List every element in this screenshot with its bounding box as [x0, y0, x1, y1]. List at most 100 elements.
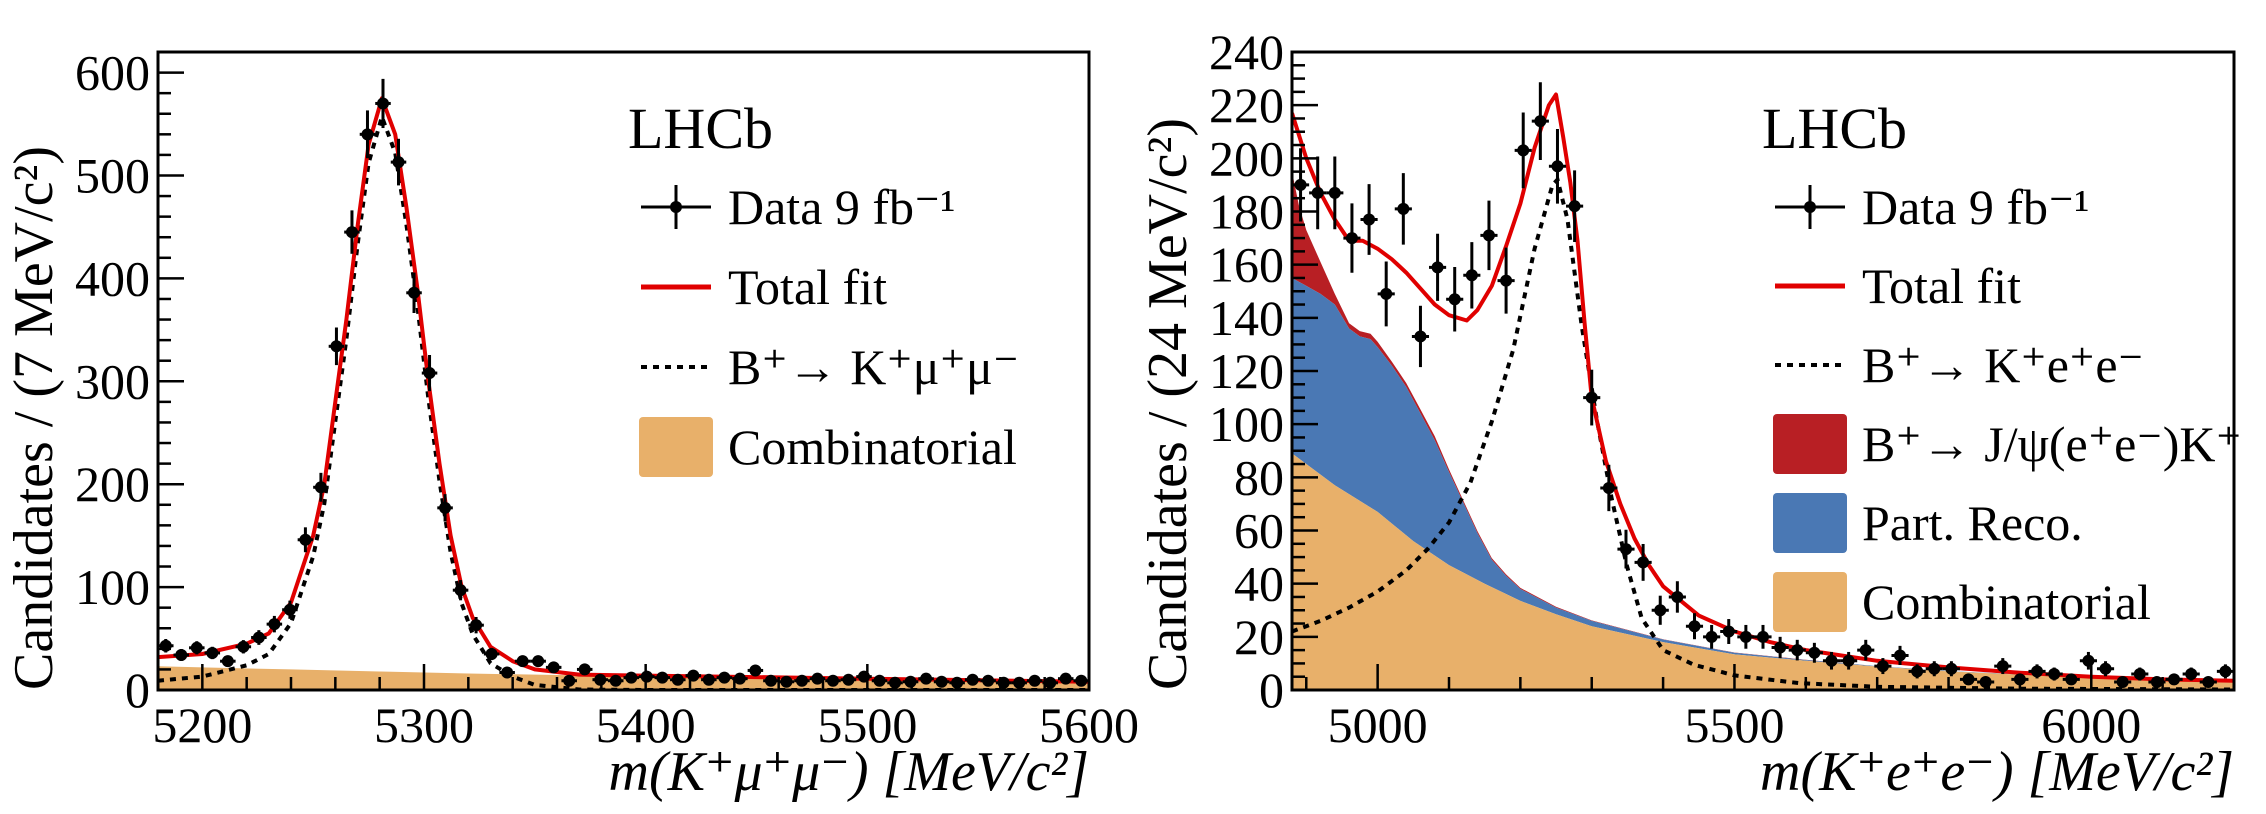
y-tick-label: 400 — [75, 250, 150, 306]
data-point-marker — [982, 674, 995, 687]
data-point-marker — [2219, 665, 2232, 678]
data-point — [1463, 242, 1481, 309]
legend: Data 9 fb⁻¹ Total fit B⁺→ K⁺e⁺e⁻ B⁺→ J/ψ(e⁺… — [1773, 179, 2242, 632]
data-point — [204, 646, 221, 660]
data-point — [607, 674, 624, 687]
data-point — [328, 327, 345, 366]
y-tick-label: 240 — [1209, 24, 1284, 80]
data-point-marker — [1722, 625, 1735, 638]
data-point — [1531, 82, 1549, 161]
legend-jpsi-swatch — [1773, 414, 1847, 474]
panel-right-kee: Candidates / (24 MeV/c²) m(K⁺e⁺e⁻) [MeV/… — [1137, 24, 2242, 803]
data-point-marker — [547, 661, 560, 674]
data-point-marker — [795, 674, 808, 687]
data-point-marker — [1619, 543, 1632, 556]
data-point-marker — [1013, 676, 1026, 689]
y-tick-label: 120 — [1209, 343, 1284, 399]
data-point — [980, 674, 996, 687]
data-point — [2028, 664, 2046, 679]
data-point — [437, 494, 453, 522]
data-point — [1429, 233, 1447, 301]
data-point-marker — [2202, 676, 2215, 689]
data-point — [2079, 651, 2097, 670]
data-point — [918, 672, 934, 685]
data-point-marker — [1482, 229, 1495, 242]
data-point — [1073, 674, 1089, 687]
data-point-marker — [206, 646, 219, 659]
combinatorial-component-area — [1292, 453, 2234, 690]
data-point-marker — [376, 97, 389, 110]
data-point — [763, 674, 779, 687]
data-point — [1822, 651, 1841, 670]
data-point — [1026, 674, 1043, 687]
data-point — [2148, 676, 2166, 689]
data-point — [2096, 661, 2115, 677]
y-tick-label: 0 — [1259, 662, 1284, 718]
data-point — [282, 600, 298, 619]
data-point-marker — [811, 672, 824, 685]
data-point — [1326, 156, 1344, 230]
data-point-marker — [1380, 287, 1393, 300]
data-point — [840, 673, 857, 686]
y-tick-label: 180 — [1209, 184, 1284, 240]
data-point-marker — [485, 647, 498, 660]
x-tick-label: 5000 — [1328, 697, 1428, 753]
data-point-marker — [1585, 391, 1598, 404]
y-tick-label: 60 — [1234, 503, 1284, 559]
data-point-marker — [408, 286, 421, 299]
data-point-marker — [889, 676, 902, 689]
data-point-marker — [1534, 115, 1547, 128]
data-point-marker — [1842, 654, 1855, 667]
data-point-marker — [780, 675, 793, 688]
data-point-marker — [1808, 646, 1821, 659]
data-point — [359, 110, 376, 159]
y-tick-label: 80 — [1234, 449, 1284, 505]
legend-data-marker — [1804, 201, 1816, 213]
data-point — [1685, 613, 1704, 640]
data-point-marker — [966, 673, 979, 686]
data-point-marker — [439, 501, 452, 514]
data-point-marker — [1911, 665, 1924, 678]
data-point — [1737, 624, 1755, 649]
y-tick-label: 100 — [75, 559, 150, 615]
data-point — [1805, 642, 1823, 663]
legend-label: B⁺→ K⁺μ⁺μ⁻ — [728, 339, 1019, 395]
data-point — [1583, 369, 1601, 426]
data-point-marker — [1791, 644, 1804, 657]
legend-entry: Data 9 fb⁻¹ — [641, 179, 955, 235]
data-point-marker — [1602, 481, 1615, 494]
data-point-marker — [2150, 676, 2163, 689]
data-point-marker — [609, 674, 622, 687]
data-point-marker — [454, 584, 467, 597]
data-point — [1720, 619, 1738, 644]
data-point-marker — [2099, 662, 2112, 675]
data-point-marker — [1568, 200, 1581, 213]
data-point — [623, 671, 640, 684]
data-point-marker — [1517, 144, 1530, 157]
data-point-marker — [656, 671, 669, 684]
x-tick-label: 5400 — [596, 697, 696, 753]
data-point — [421, 354, 438, 392]
data-point — [1480, 200, 1498, 271]
data-point — [235, 640, 252, 654]
data-point-marker — [1551, 160, 1564, 173]
y-tick-label: 220 — [1209, 77, 1284, 133]
lhcb-label: LHCb — [1762, 96, 1907, 161]
data-point — [887, 676, 903, 689]
y-tick-label: 20 — [1234, 609, 1284, 665]
data-point — [1634, 543, 1652, 581]
data-point-marker — [873, 674, 886, 687]
data-point-marker — [1028, 674, 1041, 687]
data-point-marker — [764, 674, 777, 687]
legend-label: B⁺→ J/ψ(e⁺e⁻)K⁺ — [1862, 416, 2242, 472]
data-point — [375, 78, 391, 129]
data-point — [1857, 639, 1875, 661]
legend-entry: Total fit — [1775, 258, 2021, 314]
data-point — [576, 663, 593, 676]
data-point — [1377, 261, 1395, 327]
data-point-marker — [702, 673, 715, 686]
data-point-marker — [1345, 232, 1358, 245]
data-point — [1925, 661, 1943, 677]
data-point-marker — [361, 128, 374, 141]
